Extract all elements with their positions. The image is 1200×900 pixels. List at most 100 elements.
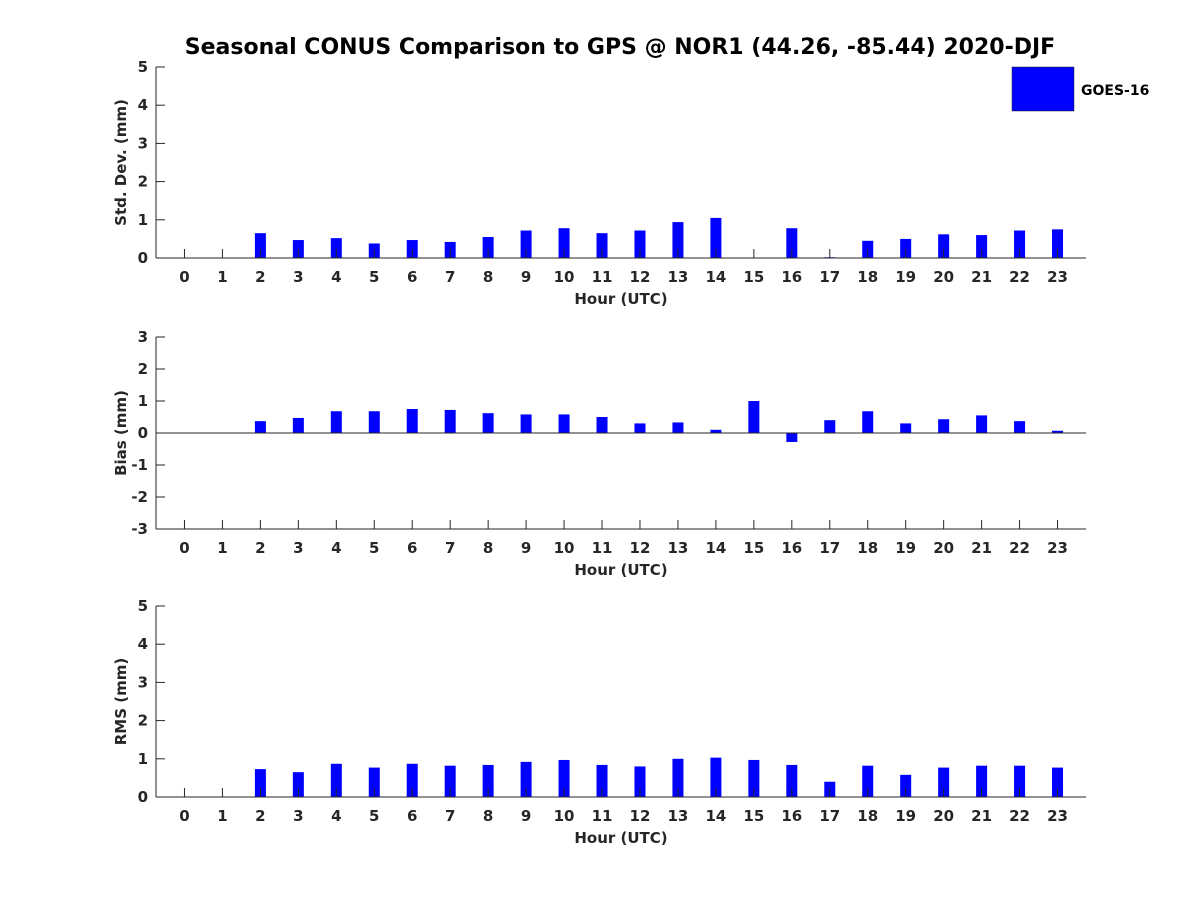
bar xyxy=(900,238,912,258)
y-tick-label: 5 xyxy=(138,597,148,615)
bar xyxy=(1052,430,1064,433)
x-tick-label: 1 xyxy=(217,539,227,557)
bar xyxy=(976,235,988,258)
bar xyxy=(292,417,304,433)
x-tick-label: 6 xyxy=(407,539,417,557)
bar xyxy=(520,230,532,258)
bar xyxy=(938,234,950,258)
x-tick-label: 5 xyxy=(369,807,379,825)
bar xyxy=(672,758,684,797)
bar xyxy=(1014,765,1026,797)
x-tick-label: 10 xyxy=(554,807,575,825)
x-tick-label: 17 xyxy=(819,268,840,286)
bar xyxy=(558,759,570,797)
x-tick-label: 7 xyxy=(445,539,455,557)
bar xyxy=(710,217,722,258)
x-tick-label: 21 xyxy=(971,268,992,286)
x-tick-label: 0 xyxy=(179,268,189,286)
x-tick-label: 22 xyxy=(1009,539,1030,557)
x-tick-label: 19 xyxy=(895,807,916,825)
x-tick-label: 9 xyxy=(521,268,531,286)
bar xyxy=(786,228,798,258)
x-tick-label: 19 xyxy=(895,539,916,557)
bar xyxy=(862,765,874,797)
x-tick-label: 0 xyxy=(179,539,189,557)
bar xyxy=(672,222,684,258)
bar xyxy=(1052,767,1064,797)
bar xyxy=(748,401,760,433)
y-tick-label: 3 xyxy=(138,134,148,152)
x-tick-label: 10 xyxy=(554,268,575,286)
y-tick-label: 4 xyxy=(138,635,148,653)
x-tick-label: 12 xyxy=(630,539,651,557)
x-axis-label: Hour (UTC) xyxy=(574,561,667,579)
y-tick-label: 0 xyxy=(138,788,148,806)
x-tick-label: 13 xyxy=(668,539,689,557)
bar xyxy=(1052,229,1064,258)
bar xyxy=(976,765,988,797)
y-tick-label: 0 xyxy=(138,249,148,267)
bar xyxy=(254,233,266,258)
bar xyxy=(520,414,532,433)
x-axis-label: Hour (UTC) xyxy=(574,290,667,308)
x-tick-label: 20 xyxy=(933,807,954,825)
bar xyxy=(330,763,342,797)
y-tick-label: 4 xyxy=(138,96,148,114)
y-axis-label: Std. Dev. (mm) xyxy=(112,99,130,226)
x-tick-label: 11 xyxy=(592,807,613,825)
x-tick-label: 5 xyxy=(369,268,379,286)
bar xyxy=(406,763,418,797)
y-tick-label: 0 xyxy=(138,424,148,442)
x-tick-label: 15 xyxy=(743,807,764,825)
x-tick-label: 2 xyxy=(255,807,265,825)
y-tick-label: 2 xyxy=(138,173,148,191)
bar xyxy=(444,409,456,433)
y-tick-label: 1 xyxy=(138,392,148,410)
x-tick-label: 2 xyxy=(255,539,265,557)
y-tick-label: 3 xyxy=(138,673,148,691)
y-axis-label: RMS (mm) xyxy=(112,658,130,745)
bar xyxy=(292,772,304,797)
x-tick-label: 14 xyxy=(705,807,726,825)
bar xyxy=(254,769,266,797)
y-tick-label: -1 xyxy=(131,456,148,474)
x-tick-label: 13 xyxy=(668,807,689,825)
x-tick-label: 7 xyxy=(445,807,455,825)
x-tick-label: 4 xyxy=(331,268,341,286)
y-tick-label: 3 xyxy=(138,328,148,346)
bar xyxy=(900,423,912,433)
bar xyxy=(596,417,608,433)
x-tick-label: 8 xyxy=(483,268,493,286)
x-tick-label: 20 xyxy=(933,539,954,557)
x-tick-label: 15 xyxy=(743,268,764,286)
bar xyxy=(786,433,798,442)
bar xyxy=(406,409,418,433)
bar xyxy=(482,764,494,797)
x-tick-label: 9 xyxy=(521,539,531,557)
bar xyxy=(634,423,646,433)
bar xyxy=(596,764,608,797)
x-tick-label: 14 xyxy=(705,268,726,286)
x-tick-label: 23 xyxy=(1047,539,1068,557)
x-tick-label: 23 xyxy=(1047,268,1068,286)
y-tick-label: -2 xyxy=(131,488,148,506)
x-tick-label: 22 xyxy=(1009,268,1030,286)
bar xyxy=(634,230,646,258)
bar xyxy=(938,767,950,797)
bar xyxy=(330,238,342,258)
bar xyxy=(938,419,950,433)
bar xyxy=(368,411,380,433)
x-tick-label: 17 xyxy=(819,807,840,825)
x-tick-label: 21 xyxy=(971,539,992,557)
x-tick-label: 11 xyxy=(592,539,613,557)
x-tick-label: 21 xyxy=(971,807,992,825)
bar xyxy=(900,774,912,797)
x-tick-label: 5 xyxy=(369,539,379,557)
x-axis-label: Hour (UTC) xyxy=(574,829,667,847)
x-tick-label: 4 xyxy=(331,539,341,557)
bar xyxy=(1014,230,1026,258)
y-tick-label: 2 xyxy=(138,712,148,730)
